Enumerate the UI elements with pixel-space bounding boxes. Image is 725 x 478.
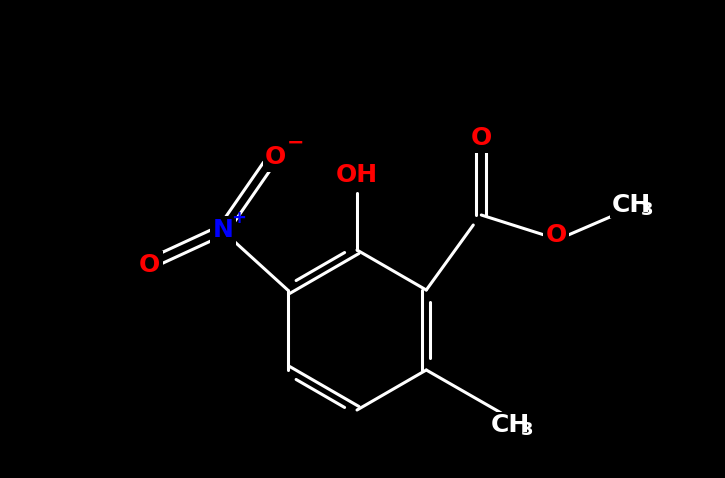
Text: O: O — [471, 126, 492, 150]
Text: CH: CH — [491, 413, 530, 437]
Text: O: O — [139, 253, 160, 277]
Text: −: − — [287, 133, 304, 153]
Text: 3: 3 — [521, 421, 534, 439]
Text: +: + — [231, 209, 247, 227]
Text: N: N — [212, 218, 233, 242]
Text: CH: CH — [612, 193, 651, 217]
Text: OH: OH — [336, 163, 378, 187]
Text: O: O — [265, 145, 286, 169]
Text: 3: 3 — [641, 201, 653, 219]
Text: O: O — [546, 223, 567, 247]
